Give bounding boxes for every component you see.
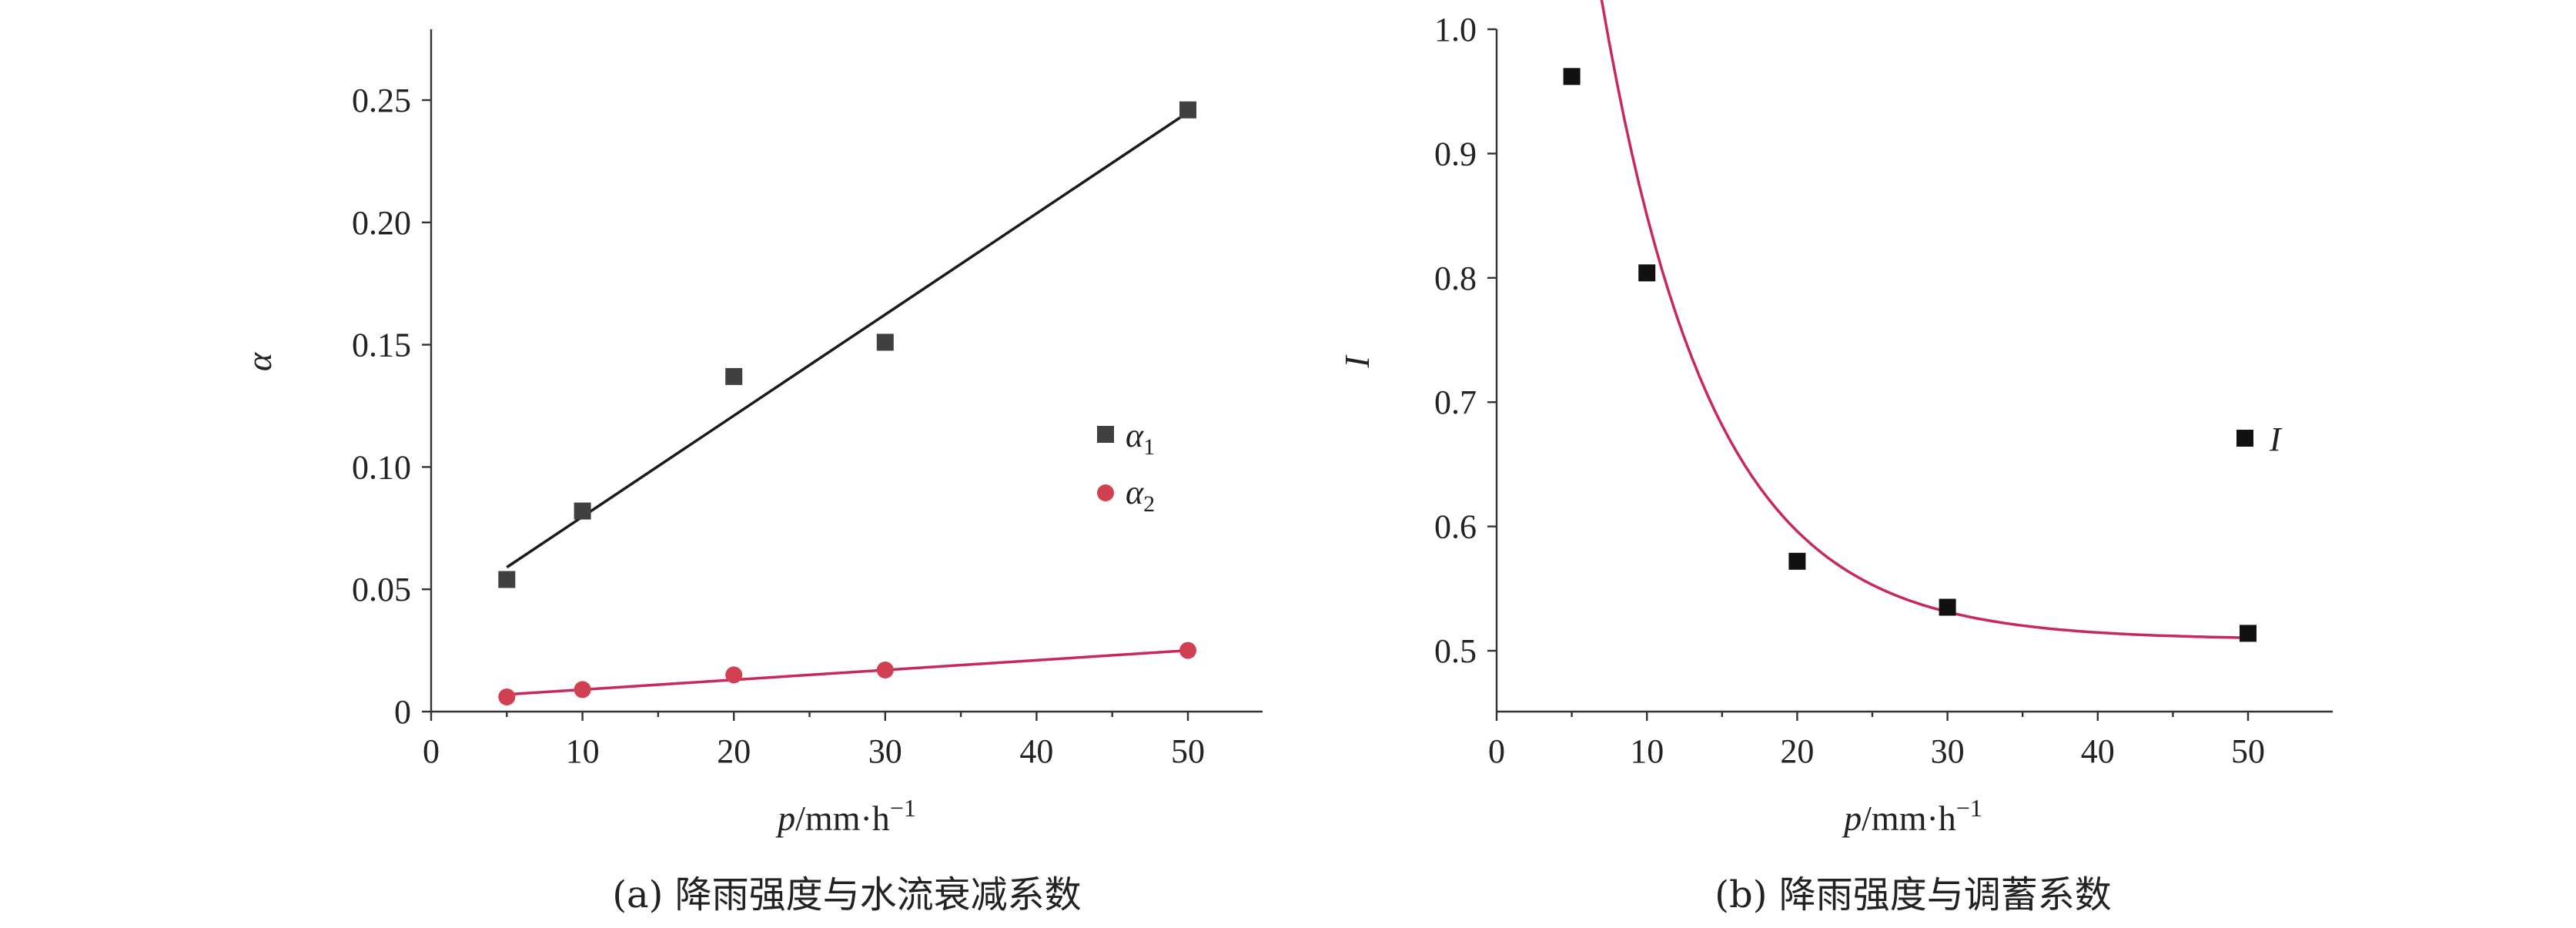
legend-i-label: I: [2269, 420, 2283, 458]
x-tick-label: 40: [2081, 732, 2115, 770]
x-tick-label: 40: [1019, 732, 1053, 770]
data-point: [1788, 552, 1806, 570]
legend-alpha1-sub: 1: [1143, 434, 1155, 460]
y-tick-label: 0.9: [1434, 135, 1477, 173]
data-point: [2240, 625, 2257, 642]
panel-b-x-axis-title: p/mm·h−1: [1842, 794, 1982, 838]
x-tick-label: 30: [1931, 732, 1965, 770]
y-tick-label: 0.6: [1434, 508, 1477, 546]
data-point: [498, 571, 516, 588]
y-tick-label: 0: [394, 693, 411, 731]
x-tick-label: 10: [1630, 732, 1664, 770]
y-tick-label: 0.5: [1434, 632, 1477, 670]
panel-b-legend: I: [2236, 420, 2283, 458]
data-point: [498, 688, 516, 705]
legend-alpha2-label: α2: [1126, 474, 1155, 517]
panel-a-legend: α1 α2: [1097, 417, 1155, 517]
panel-a-caption: (a) 降雨强度与水流衰减系数: [612, 873, 1081, 916]
panel-b-axes: 0 10 20 30 40 50 0.5 0.6 0.7 0.8 0.9 1.0: [1434, 11, 2333, 770]
data-point: [1638, 264, 1656, 282]
x-tick-label: 20: [717, 732, 751, 770]
legend-alpha2-name: α: [1126, 474, 1144, 511]
fit-curve-series-0: [1600, 0, 2249, 639]
x-tick-label: 30: [868, 732, 902, 770]
data-point: [574, 502, 591, 520]
panel-a-x-axis-title: p/mm·h−1: [775, 794, 916, 838]
x-tick-label: 50: [1171, 732, 1205, 770]
data-point: [1179, 642, 1196, 659]
x-tick-label: 20: [1780, 732, 1814, 770]
y-tick-label: 0.7: [1434, 384, 1477, 421]
y-tick-label: 0.05: [352, 571, 411, 608]
panel-b-marks: [1563, 0, 2257, 642]
x-tick-label: 50: [2231, 732, 2265, 770]
x-tick-label: 0: [1488, 732, 1505, 770]
panel-b: 0 10 20 30 40 50 0.5 0.6 0.7 0.8 0.9 1.0 I p/mm·h−1…: [1337, 0, 2333, 916]
legend-i-marker: [2236, 430, 2253, 447]
y-tick-label: 0.10: [352, 448, 411, 486]
legend-alpha2-sub: 2: [1143, 491, 1155, 517]
panel-a-x-axis-unit: /mm·h: [795, 799, 890, 838]
panel-a-y-axis-title: α: [239, 352, 279, 371]
fit-line-series-1: [507, 648, 1189, 696]
y-tick-label: 0.15: [352, 327, 411, 364]
data-point: [1939, 598, 1956, 616]
legend-alpha1-label: α1: [1126, 417, 1155, 460]
panel-a-marks: [498, 101, 1196, 705]
x-tick-label: 0: [423, 732, 440, 770]
fit-line-series-0: [506, 111, 1189, 569]
data-point: [1179, 101, 1196, 119]
y-tick-label: 0.25: [352, 82, 411, 119]
legend-alpha1-marker: [1097, 426, 1114, 443]
y-tick-label: 0.8: [1434, 260, 1477, 297]
y-tick-label: 1.0: [1434, 11, 1477, 49]
panel-b-x-axis-unit: /mm·h: [1862, 799, 1956, 838]
data-point: [876, 333, 894, 351]
panel-a-x-axis-exp: −1: [890, 794, 916, 822]
panel-b-caption: (b) 降雨强度与调蓄系数: [1715, 873, 2111, 916]
data-point: [574, 681, 591, 699]
x-tick-label: 10: [566, 732, 600, 770]
data-point: [725, 666, 743, 684]
data-point: [876, 662, 894, 679]
panel-a: 0 10 20 30 40 50 0 0.05 0.10 0.15 0.20 0.25 α p/mm·…: [239, 29, 1263, 916]
panel-b-x-axis-exp: −1: [1956, 794, 1982, 822]
panel-a-x-axis-var: p: [775, 799, 795, 838]
legend-alpha2-marker: [1097, 484, 1114, 501]
panel-b-x-axis-var: p: [1842, 799, 1862, 838]
data-point: [1563, 68, 1581, 85]
panel-b-y-axis-title: I: [1337, 354, 1377, 369]
data-point: [725, 367, 743, 385]
y-tick-label: 0.20: [352, 204, 411, 242]
panel-a-axes: 0 10 20 30 40 50 0 0.05 0.10 0.15 0.20 0.25: [352, 29, 1263, 770]
legend-alpha1-name: α: [1126, 417, 1144, 454]
